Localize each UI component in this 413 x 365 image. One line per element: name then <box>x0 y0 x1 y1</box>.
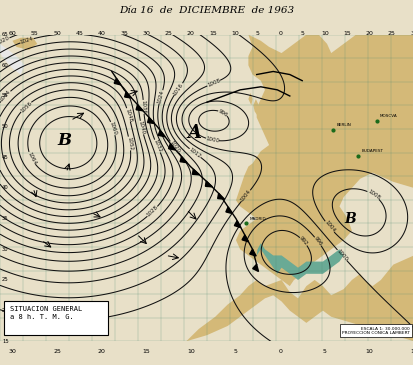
Text: 35: 35 <box>2 216 9 221</box>
Text: 45: 45 <box>75 31 83 36</box>
Text: 1000: 1000 <box>335 248 348 262</box>
Text: 30: 30 <box>8 349 17 354</box>
Text: 1044: 1044 <box>0 89 12 103</box>
Text: 55: 55 <box>31 31 38 36</box>
Polygon shape <box>192 169 199 175</box>
Polygon shape <box>234 221 240 228</box>
Text: 5: 5 <box>322 349 326 354</box>
Text: 1052: 1052 <box>126 136 133 151</box>
Text: 15: 15 <box>342 31 350 36</box>
Text: 65: 65 <box>2 32 9 37</box>
Text: 1008: 1008 <box>206 78 221 88</box>
Text: 60: 60 <box>9 31 16 36</box>
Polygon shape <box>136 105 142 111</box>
Text: 30: 30 <box>142 31 150 36</box>
Text: 5: 5 <box>233 349 237 354</box>
Text: 1004: 1004 <box>239 189 252 203</box>
Text: 10: 10 <box>187 349 194 354</box>
Polygon shape <box>256 243 343 280</box>
Text: 25: 25 <box>2 277 9 283</box>
Text: 1048: 1048 <box>124 107 133 122</box>
Polygon shape <box>249 249 256 256</box>
Text: Día 16  de  DICIEMBRE  de 1963: Día 16 de DICIEMBRE de 1963 <box>119 6 294 15</box>
Text: 15: 15 <box>209 31 216 36</box>
Text: SITUACION GENERAL
a 8 h. T. M. G.: SITUACION GENERAL a 8 h. T. M. G. <box>10 306 83 320</box>
Polygon shape <box>147 118 154 123</box>
Text: B: B <box>343 212 355 226</box>
Text: 55: 55 <box>2 93 9 99</box>
Text: ESCALA 1: 30.000.000
PROYECCION CONICA LAMBERT: ESCALA 1: 30.000.000 PROYECCION CONICA L… <box>341 327 409 335</box>
Text: 1060: 1060 <box>108 121 117 136</box>
Text: 996: 996 <box>217 108 228 118</box>
Text: 50: 50 <box>2 124 9 129</box>
Polygon shape <box>253 99 264 120</box>
Text: 1056: 1056 <box>19 100 33 114</box>
Text: 10: 10 <box>320 31 328 36</box>
Text: 15: 15 <box>409 349 413 354</box>
Polygon shape <box>168 143 175 150</box>
Polygon shape <box>186 255 413 341</box>
Text: 10: 10 <box>365 349 373 354</box>
Text: 1020: 1020 <box>0 35 11 46</box>
Text: 1032: 1032 <box>152 139 162 154</box>
Polygon shape <box>252 264 258 272</box>
Text: 30: 30 <box>409 31 413 36</box>
Polygon shape <box>12 38 37 50</box>
Polygon shape <box>114 78 121 85</box>
Text: 1036: 1036 <box>140 100 146 114</box>
Text: 1008: 1008 <box>366 189 380 201</box>
Polygon shape <box>217 193 224 199</box>
Text: 10: 10 <box>231 31 239 36</box>
Polygon shape <box>225 207 232 214</box>
Polygon shape <box>124 92 131 98</box>
Text: 45: 45 <box>2 155 9 160</box>
Text: 15: 15 <box>2 339 9 344</box>
Text: 50: 50 <box>53 31 61 36</box>
Text: MADRID: MADRID <box>249 217 266 221</box>
Text: A: A <box>187 124 201 142</box>
Text: 1000: 1000 <box>205 136 220 144</box>
Text: 25: 25 <box>53 349 61 354</box>
Text: 35: 35 <box>120 31 128 36</box>
Polygon shape <box>242 235 248 242</box>
Text: 1028: 1028 <box>145 205 159 218</box>
Polygon shape <box>180 157 187 163</box>
Text: 1040: 1040 <box>138 120 145 135</box>
Text: 40: 40 <box>2 185 9 191</box>
Bar <box>4 301 107 335</box>
Text: BERLIN: BERLIN <box>336 123 351 127</box>
Text: 1004: 1004 <box>323 220 335 234</box>
Text: 1020: 1020 <box>168 140 180 154</box>
Text: 5: 5 <box>255 31 259 36</box>
Text: BUDAPEST: BUDAPEST <box>361 149 382 153</box>
Text: 40: 40 <box>97 31 105 36</box>
Text: 0: 0 <box>278 349 281 354</box>
Text: 992: 992 <box>297 236 308 247</box>
Text: 20: 20 <box>2 308 9 313</box>
Text: 1024: 1024 <box>19 36 34 45</box>
Text: MOSCVA: MOSCVA <box>379 114 397 118</box>
Text: B: B <box>57 132 71 149</box>
Text: 30: 30 <box>2 247 9 252</box>
Polygon shape <box>248 93 252 105</box>
Text: 5: 5 <box>300 31 304 36</box>
Text: 20: 20 <box>187 31 195 36</box>
Text: 1016: 1016 <box>172 82 184 96</box>
Text: 1012: 1012 <box>188 147 202 160</box>
Text: 25: 25 <box>387 31 395 36</box>
Text: 1024: 1024 <box>156 89 165 104</box>
Polygon shape <box>235 35 413 286</box>
Text: 1064: 1064 <box>26 151 37 166</box>
Polygon shape <box>158 130 165 137</box>
Polygon shape <box>0 44 25 74</box>
Text: 996: 996 <box>312 236 322 247</box>
Text: 0: 0 <box>278 31 281 36</box>
Text: 25: 25 <box>164 31 172 36</box>
Text: 60: 60 <box>2 63 9 68</box>
Text: 20: 20 <box>365 31 373 36</box>
Text: 20: 20 <box>97 349 105 354</box>
Text: 15: 15 <box>142 349 150 354</box>
Polygon shape <box>205 181 212 187</box>
